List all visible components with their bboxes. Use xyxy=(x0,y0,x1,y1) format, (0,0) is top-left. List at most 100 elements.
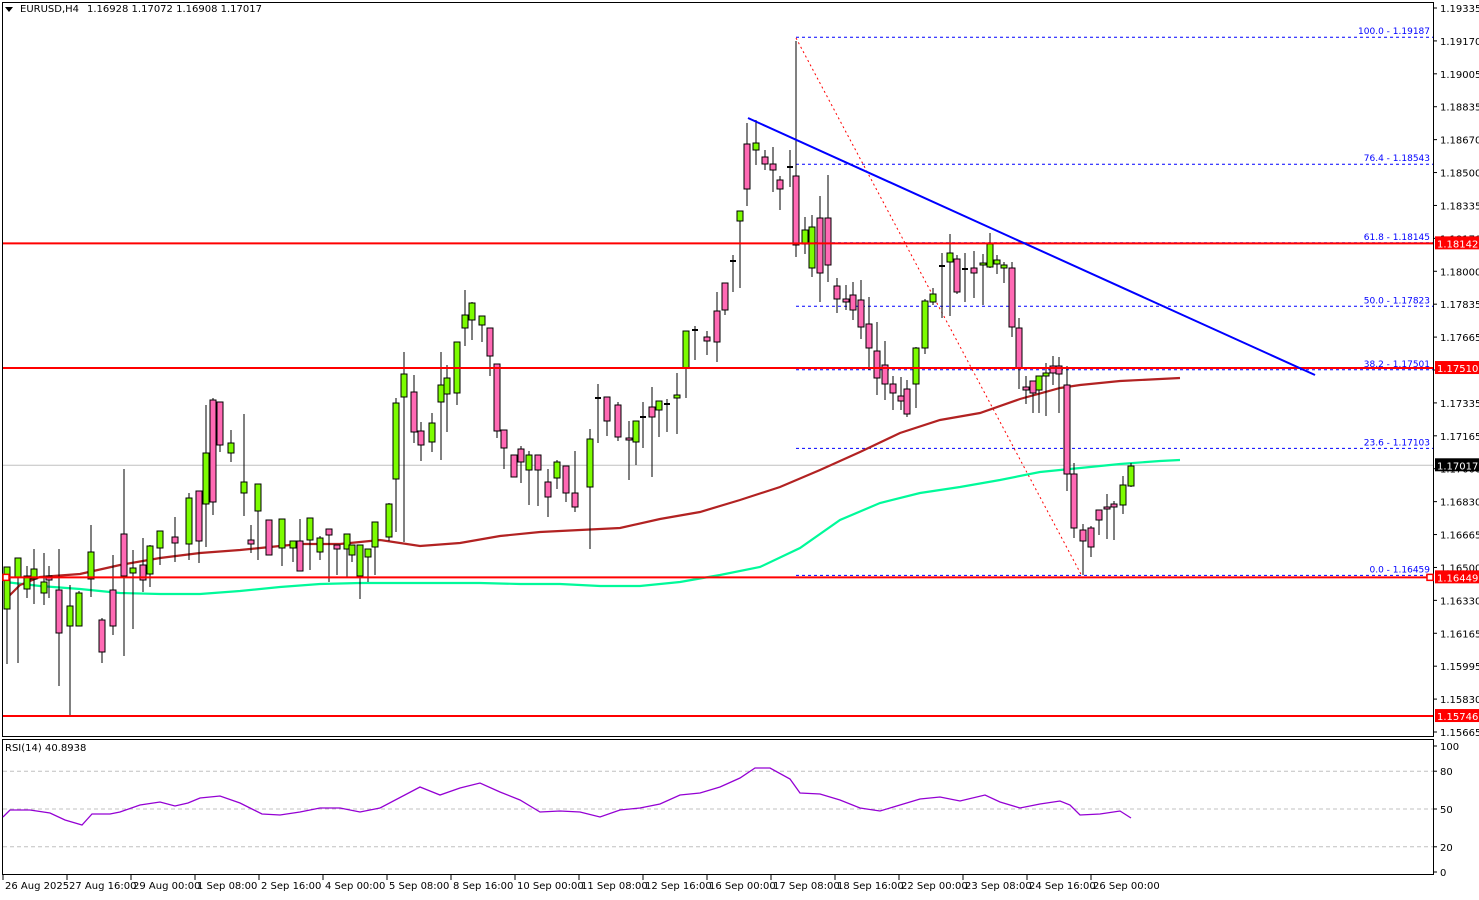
candle-bearish xyxy=(517,448,525,463)
candle-bearish xyxy=(953,258,961,293)
fib-diagonal-line[interactable] xyxy=(795,37,1084,579)
price-axis-label: 1.15665 xyxy=(1440,728,1479,739)
moving-average-fast xyxy=(4,458,1181,596)
candle-bullish xyxy=(156,530,164,549)
candle-bearish xyxy=(493,363,501,432)
candle-bullish xyxy=(525,454,533,471)
price-axis-label: 1.19005 xyxy=(1440,70,1479,81)
candle-bullish xyxy=(392,402,400,480)
current-price-tag-bg xyxy=(1435,458,1479,472)
candle-bullish xyxy=(30,568,38,580)
candle-bullish xyxy=(306,517,314,541)
ohlc-values: 1.16928 1.17072 1.16908 1.17017 xyxy=(87,4,262,15)
rsi-panel-frame xyxy=(2,739,1434,875)
candle-bullish xyxy=(23,575,31,590)
candle-bearish xyxy=(109,589,117,627)
time-axis-label: 12 Sep 16:00 xyxy=(645,881,712,892)
candle-bearish xyxy=(897,395,905,402)
candle-bearish xyxy=(544,481,552,498)
candle-bullish xyxy=(129,567,137,574)
candle-bearish xyxy=(486,327,494,357)
candle-bullish xyxy=(185,497,193,545)
candle-bearish xyxy=(865,323,873,349)
time-axis-label: 29 Aug 00:00 xyxy=(133,881,200,892)
time-axis-label: 10 Sep 00:00 xyxy=(517,881,584,892)
candle-bearish xyxy=(120,533,128,577)
candle-bullish xyxy=(385,503,393,538)
triangle-down-icon[interactable] xyxy=(5,7,13,12)
candle-bearish xyxy=(1015,327,1023,369)
candle-bearish xyxy=(1103,506,1111,510)
candle-bullish xyxy=(240,481,248,494)
chart-title: EURUSD,H4 1.16928 1.17072 1.16908 1.1701… xyxy=(5,4,262,15)
bearish-trendline[interactable] xyxy=(747,117,1316,376)
candle-bullish xyxy=(356,544,364,577)
time-axis-label: 5 Sep 08:00 xyxy=(389,881,449,892)
candle-bullish xyxy=(673,394,681,399)
time-axis-label: 27 Aug 16:00 xyxy=(69,881,136,892)
level-anchor-marker[interactable] xyxy=(2,573,10,582)
time-axis-label: 2 Sep 16:00 xyxy=(261,881,321,892)
price-tag-label: 1.18142 xyxy=(1437,239,1478,250)
candle-bullish xyxy=(801,229,809,245)
candle-bullish xyxy=(14,557,22,578)
fib-level-label: 50.0 - 1.17823 xyxy=(1364,296,1430,306)
rsi-axis-label: 0 xyxy=(1440,868,1446,879)
price-axis-label: 1.16830 xyxy=(1440,498,1479,509)
price-tag-bg xyxy=(1435,709,1479,723)
candle-bearish xyxy=(881,364,889,385)
candle-bearish xyxy=(603,396,611,422)
candle-bearish xyxy=(562,465,570,494)
candle-bearish xyxy=(721,282,729,311)
candle-bullish xyxy=(655,400,663,411)
price-tag-bg xyxy=(1435,236,1479,250)
candle-bearish xyxy=(209,399,217,503)
price-axis-label: 1.18670 xyxy=(1440,136,1479,147)
candle-bearish xyxy=(614,404,622,438)
candle-bullish xyxy=(278,518,286,549)
fib-level-label: 23.6 - 1.17103 xyxy=(1364,438,1430,448)
candle-bearish xyxy=(333,544,341,550)
level-anchor-marker[interactable] xyxy=(1426,573,1434,582)
candle-bullish xyxy=(736,210,744,222)
candle-bearish xyxy=(713,310,721,343)
time-axis-label: 18 Sep 16:00 xyxy=(837,881,904,892)
candle-bearish xyxy=(816,217,824,274)
symbol-label: EURUSD,H4 xyxy=(20,4,80,15)
candle-bullish xyxy=(1035,375,1043,391)
candle-bullish xyxy=(348,544,356,556)
candle-bearish xyxy=(1095,509,1103,521)
candle-bearish xyxy=(849,294,857,311)
time-axis-label: 24 Sep 16:00 xyxy=(1029,881,1096,892)
price-tag-label: 1.16449 xyxy=(1437,573,1478,584)
candle-bearish xyxy=(703,336,711,342)
candle-bullish xyxy=(586,438,594,488)
candle-bullish xyxy=(87,551,95,580)
candle-bullish xyxy=(75,592,83,627)
fib-level-label: 76.4 - 1.18543 xyxy=(1364,154,1430,164)
rsi-axis-label: 80 xyxy=(1440,767,1453,778)
candle-bearish xyxy=(1070,473,1078,529)
price-axis-label: 1.16330 xyxy=(1440,596,1479,607)
candle-bullish xyxy=(254,483,262,512)
candle-bearish xyxy=(1008,267,1016,328)
price-tag-bg xyxy=(1435,361,1479,375)
candle-bullish xyxy=(808,226,816,269)
price-tag-label: 1.17510 xyxy=(1437,364,1478,375)
current-price-tag: 1.17017 xyxy=(1437,461,1478,472)
candle-bearish xyxy=(1110,503,1118,508)
price-tag-label: 1.15746 xyxy=(1437,712,1478,723)
candle-bullish xyxy=(443,377,451,395)
fib-level-label: 38.2 - 1.17501 xyxy=(1364,360,1430,370)
candle-bullish xyxy=(428,422,436,443)
price-tag-bg xyxy=(1435,570,1479,584)
candle-bearish xyxy=(1063,384,1071,475)
time-axis-label: 1 Sep 08:00 xyxy=(197,881,257,892)
candle-bullish xyxy=(979,262,987,266)
price-axis-label: 1.15995 xyxy=(1440,662,1479,673)
candle-bearish xyxy=(325,528,333,536)
candle-bearish xyxy=(216,401,224,446)
price-axis-label: 1.18500 xyxy=(1440,169,1479,180)
